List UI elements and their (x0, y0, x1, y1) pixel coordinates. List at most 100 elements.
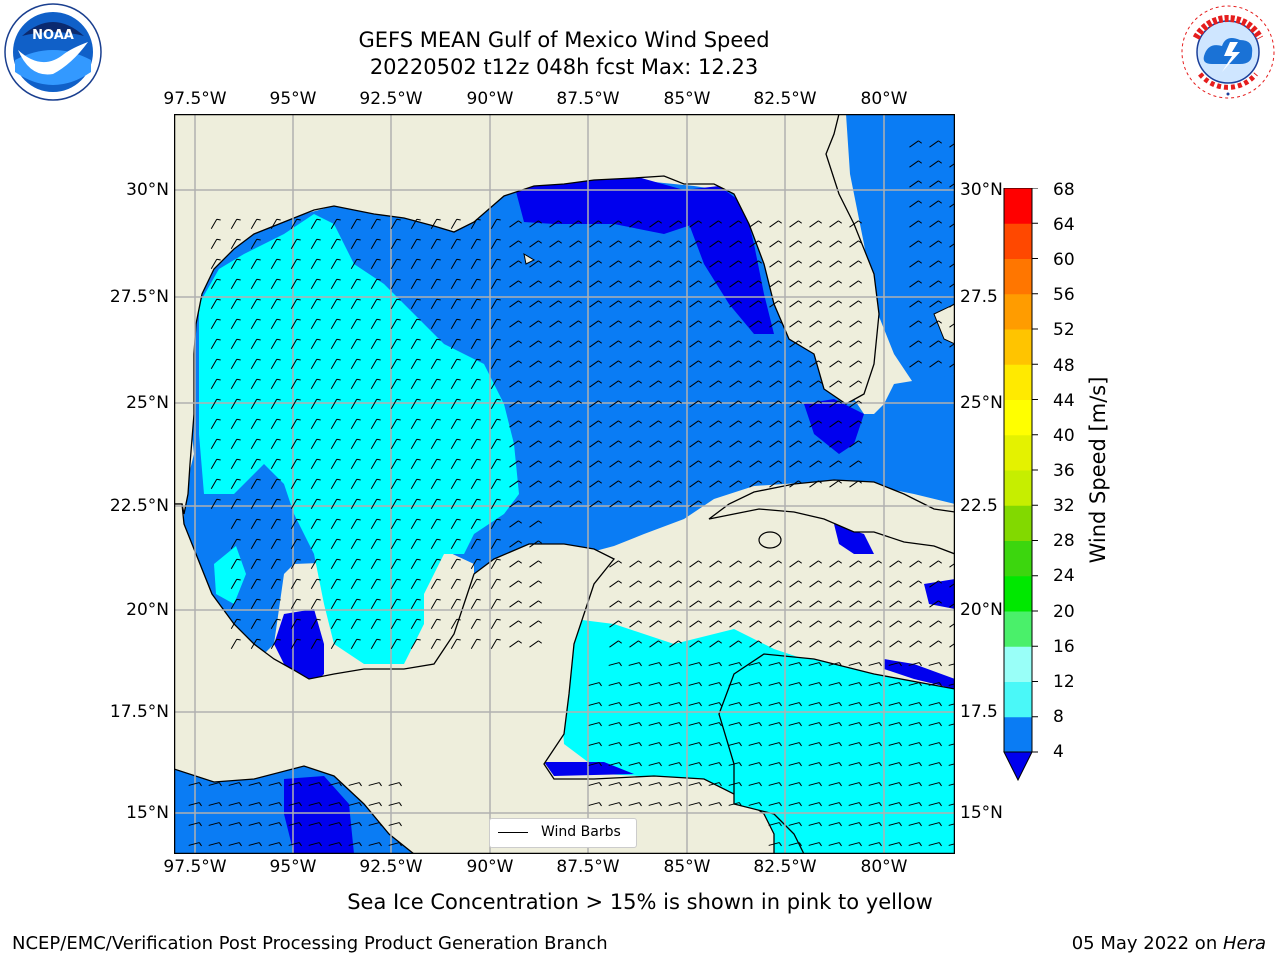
wind-barb-flag (598, 440, 603, 444)
wind-barb-flag (798, 640, 803, 644)
wind-barb-flag (778, 480, 783, 484)
wind-barb (450, 358, 458, 370)
wind-barb (648, 782, 660, 786)
wind-barb-flag (296, 598, 301, 601)
wind-barb (410, 478, 418, 490)
wind-barb-flag (396, 258, 401, 261)
wind-barb (230, 598, 238, 610)
wind-barb (589, 340, 599, 348)
wind-barb-flag (878, 702, 882, 707)
wind-barb (410, 538, 418, 550)
wind-barb (230, 518, 238, 530)
wind-barb-flag (698, 500, 703, 504)
wind-barb (649, 640, 659, 648)
wind-barb (669, 260, 679, 268)
wind-barb (808, 802, 820, 806)
wind-barb-flag (396, 218, 401, 221)
wind-barb-flag (658, 782, 662, 787)
wind-barb (849, 380, 859, 388)
wind-barb-flag (436, 358, 441, 361)
wind-barb-flag (738, 782, 742, 787)
wind-barb (390, 478, 398, 490)
wind-barb (768, 822, 780, 826)
wind-barb-flag (698, 480, 703, 484)
wind-barb (788, 702, 800, 706)
wind-barb-flag (396, 278, 401, 281)
wind-barb-flag (496, 638, 501, 641)
wind-barb (250, 258, 258, 270)
wind-barb-flag (316, 618, 321, 621)
wind-barb-flag (496, 418, 501, 421)
wind-barb (230, 358, 238, 370)
wind-barb-flag (698, 460, 703, 464)
wind-barb (608, 782, 620, 786)
wind-barb (188, 782, 200, 786)
wind-barb-flag (638, 802, 642, 807)
wind-barb (250, 398, 258, 410)
wind-barb (230, 538, 238, 550)
wind-barb-flag (678, 742, 682, 747)
wind-barb (729, 340, 739, 348)
wind-barb (788, 722, 800, 726)
wind-barb (609, 640, 619, 648)
wind-barb (748, 802, 760, 806)
colorbar-tick: 32 (1053, 496, 1075, 516)
wind-barb (470, 418, 478, 430)
wind-barb-flag (678, 340, 683, 344)
wind-barb (809, 400, 819, 408)
wind-barb (828, 842, 840, 846)
wind-barb-flag (738, 220, 743, 224)
wind-barb-flag (456, 378, 461, 381)
wind-barb-flag (838, 380, 843, 384)
wind-barb-flag (558, 220, 563, 224)
wind-barb-flag (678, 782, 682, 787)
wind-barb (529, 400, 539, 408)
wind-barb (628, 722, 640, 726)
wind-barb (270, 598, 278, 610)
wind-barb-flag (858, 682, 862, 687)
wind-barb-flag (376, 498, 381, 501)
wind-barb-flag (818, 420, 823, 424)
wind-barb (330, 558, 338, 570)
wind-barb-flag (258, 802, 262, 807)
wind-barb-flag (758, 580, 763, 584)
wind-barb (929, 580, 939, 588)
wind-barb-flag (638, 480, 643, 484)
wind-barb-flag (618, 380, 623, 384)
wind-barb (689, 280, 699, 288)
wind-barb (908, 762, 920, 766)
wind-barb-flag (276, 438, 281, 441)
wind-barb (310, 478, 318, 490)
wind-barb-flag (376, 298, 381, 301)
wind-barb-flag (918, 782, 922, 787)
wind-barb-flag (698, 320, 703, 324)
wind-barb-flag (356, 518, 361, 521)
wind-barb-flag (698, 702, 702, 707)
wind-barb-flag (256, 458, 261, 461)
wind-barb-flag (238, 822, 242, 827)
wind-barb (788, 682, 800, 686)
wind-barb (250, 318, 258, 330)
wind-barb-flag (278, 842, 282, 847)
wind-barb-flag (276, 358, 281, 361)
wind-barb-flag (518, 280, 523, 284)
wind-barb (290, 558, 298, 570)
wind-barb-flag (396, 498, 401, 501)
footer-date: 05 May 2022 on Hera (1072, 933, 1266, 954)
wind-barb (430, 618, 438, 630)
wind-barb (569, 220, 579, 228)
wind-barb (370, 418, 378, 430)
wind-barb (608, 722, 620, 726)
wind-barb-flag (798, 340, 803, 344)
wind-barb (490, 578, 498, 590)
wind-barb-flag (638, 320, 643, 324)
colorbar-segment (1004, 329, 1032, 365)
wind-barb (310, 558, 318, 570)
wind-barb-flag (878, 802, 882, 807)
wind-barb (529, 380, 539, 388)
wind-barb-flag (838, 400, 843, 404)
wind-barb-flag (798, 280, 803, 284)
wind-barb-flag (336, 258, 341, 261)
lat-lon-grid (174, 114, 955, 854)
wind-barb (350, 318, 358, 330)
